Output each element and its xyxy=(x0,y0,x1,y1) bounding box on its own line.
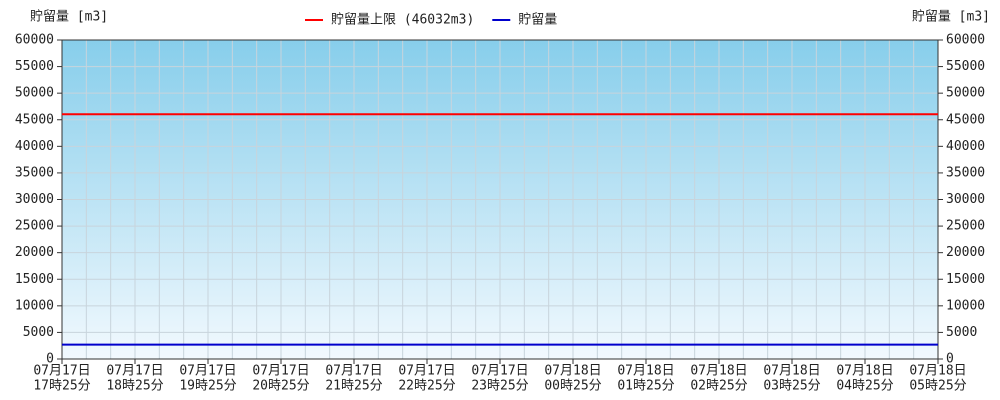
y2-tick-label: 15000 xyxy=(946,272,985,287)
y2-tick-label: 10000 xyxy=(946,298,985,313)
y2-tick-label: 20000 xyxy=(946,245,985,260)
x-tick-label: 22時25分 xyxy=(398,379,455,394)
x-tick-label: 07月18日 xyxy=(544,364,601,379)
x-tick-label: 00時25分 xyxy=(544,379,601,394)
y2-tick-label: 0 xyxy=(946,352,954,367)
x-tick-label: 21時25分 xyxy=(325,379,382,394)
y-tick-label: 30000 xyxy=(15,192,54,207)
x-tick-label: 18時25分 xyxy=(106,379,163,394)
y-tick-label: 25000 xyxy=(15,219,54,234)
x-tick-label: 07月18日 xyxy=(690,364,747,379)
x-tick-label: 07月18日 xyxy=(617,364,674,379)
x-tick-label: 07月17日 xyxy=(325,364,382,379)
y-tick-label: 5000 xyxy=(23,325,54,340)
y2-tick-label: 55000 xyxy=(946,59,985,74)
legend-label: 貯留量 xyxy=(518,13,557,28)
y-tick-label: 55000 xyxy=(15,59,54,74)
y2-tick-label: 60000 xyxy=(946,33,985,48)
x-tick-label: 07月17日 xyxy=(252,364,309,379)
y2-axis-label: 貯留量 [m3] xyxy=(912,10,990,25)
x-tick-label: 07月17日 xyxy=(33,364,90,379)
x-tick-label: 02時25分 xyxy=(690,379,747,394)
x-tick-label: 05時25分 xyxy=(909,379,966,394)
x-tick-label: 19時25分 xyxy=(179,379,236,394)
x-tick-label: 03時25分 xyxy=(763,379,820,394)
y2-tick-label: 45000 xyxy=(946,112,985,127)
y-tick-label: 35000 xyxy=(15,165,54,180)
y-tick-label: 0 xyxy=(46,352,54,367)
x-tick-label: 17時25分 xyxy=(33,379,90,394)
y2-tick-label: 25000 xyxy=(946,219,985,234)
y-tick-label: 10000 xyxy=(15,298,54,313)
x-tick-label: 01時25分 xyxy=(617,379,674,394)
x-tick-label: 07月18日 xyxy=(763,364,820,379)
x-tick-label: 20時25分 xyxy=(252,379,309,394)
x-tick-label: 07月17日 xyxy=(179,364,236,379)
x-tick-label: 07月18日 xyxy=(909,364,966,379)
y-tick-label: 45000 xyxy=(15,112,54,127)
x-tick-label: 07月17日 xyxy=(398,364,455,379)
x-tick-label: 04時25分 xyxy=(836,379,893,394)
x-tick-label: 07月17日 xyxy=(471,364,528,379)
y2-tick-label: 40000 xyxy=(946,139,985,154)
y-axis-label: 貯留量 [m3] xyxy=(30,10,108,25)
x-tick-label: 23時25分 xyxy=(471,379,528,394)
y2-tick-label: 35000 xyxy=(946,165,985,180)
y2-tick-label: 30000 xyxy=(946,192,985,207)
x-tick-label: 07月17日 xyxy=(106,364,163,379)
y-tick-label: 15000 xyxy=(15,272,54,287)
y-tick-label: 40000 xyxy=(15,139,54,154)
x-tick-label: 07月18日 xyxy=(836,364,893,379)
y-tick-label: 60000 xyxy=(15,33,54,48)
y-tick-label: 20000 xyxy=(15,245,54,260)
y-tick-label: 50000 xyxy=(15,86,54,101)
legend-label: 貯留量上限 (46032m3) xyxy=(331,13,474,28)
y2-tick-label: 5000 xyxy=(946,325,977,340)
y2-tick-label: 50000 xyxy=(946,86,985,101)
